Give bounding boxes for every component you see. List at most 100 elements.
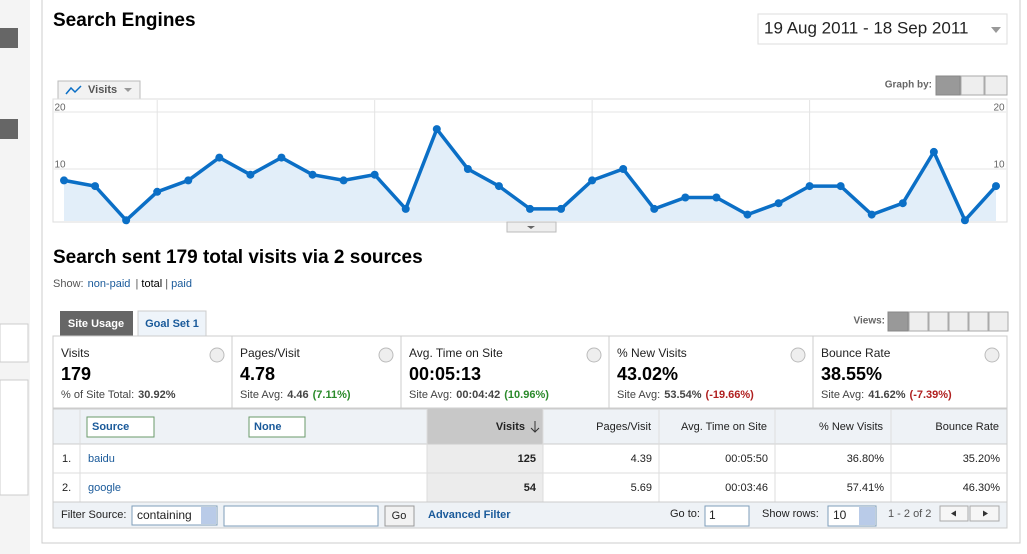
point[interactable] — [992, 182, 1000, 191]
help-icon[interactable] — [790, 347, 806, 363]
row-number: 2. — [62, 482, 71, 494]
metric-value: 179 — [61, 364, 91, 384]
point[interactable] — [960, 216, 969, 225]
help-icon[interactable] — [209, 347, 225, 363]
point[interactable] — [712, 193, 721, 202]
metric-value: 38.55% — [821, 364, 882, 384]
point[interactable] — [432, 125, 441, 134]
go-button[interactable] — [384, 505, 415, 527]
area — [64, 129, 996, 221]
tab-active[interactable] — [60, 311, 133, 336]
tab[interactable] — [137, 310, 207, 337]
row-number: 1. — [62, 453, 71, 465]
date-range[interactable] — [757, 13, 1008, 45]
point[interactable] — [370, 170, 379, 179]
metric-change: (10.96%) — [504, 389, 549, 401]
view-pie[interactable] — [908, 311, 929, 332]
show-option[interactable]: total — [141, 278, 162, 290]
header: Avg. Time on Site — [681, 421, 767, 433]
header: Visits — [496, 421, 525, 433]
cell: 00:05:50 — [725, 453, 768, 465]
metric-sub: Site Avg: 00:04:42 (10.96%) — [409, 389, 549, 401]
point[interactable] — [277, 153, 286, 162]
point[interactable] — [929, 147, 938, 156]
help-icon[interactable] — [378, 347, 394, 363]
show-rows-label: Show rows: — [762, 508, 819, 520]
metric-sub-value: 4.46 — [287, 389, 308, 401]
point[interactable] — [401, 204, 410, 213]
cell: 5.69 — [631, 482, 652, 494]
next-arrow — [983, 510, 988, 517]
point[interactable] — [805, 182, 814, 191]
view-performance[interactable] — [928, 311, 949, 332]
point[interactable] — [588, 176, 597, 185]
sidebar-item[interactable] — [0, 28, 18, 48]
source-link[interactable]: baidu — [88, 453, 115, 465]
header: None — [254, 421, 282, 433]
metrics-box — [52, 335, 1008, 409]
point[interactable] — [339, 176, 348, 185]
point[interactable] — [153, 187, 162, 196]
metric-sub: % of Site Total: 30.92% — [61, 389, 176, 401]
y2-tick-label: 10 — [993, 160, 1005, 171]
filter-input[interactable] — [223, 505, 379, 527]
point[interactable] — [122, 216, 131, 225]
source-link[interactable]: google — [88, 482, 121, 494]
show-label: Show: — [53, 278, 84, 290]
point[interactable] — [91, 182, 100, 191]
y-tick-label: 10 — [54, 160, 66, 171]
metric-sub-value: 41.62% — [868, 389, 906, 401]
point[interactable] — [557, 204, 566, 213]
line-icon — [65, 85, 82, 95]
point[interactable] — [246, 170, 255, 179]
header: Pages/Visit — [596, 421, 651, 433]
view-buttons — [887, 311, 1009, 332]
view-trend[interactable] — [988, 311, 1009, 332]
advanced-filter[interactable]: Advanced Filter — [428, 509, 511, 521]
help-icon[interactable] — [984, 347, 1000, 363]
point[interactable] — [494, 182, 503, 191]
source-dimension[interactable] — [86, 416, 155, 438]
show-option[interactable]: paid — [171, 278, 192, 290]
point[interactable] — [867, 210, 876, 219]
point[interactable] — [463, 165, 472, 173]
sorted-column-header[interactable] — [427, 409, 543, 444]
goto-input[interactable] — [704, 505, 750, 527]
page-range: 1 - 2 of 2 — [888, 508, 931, 520]
point[interactable] — [526, 204, 534, 213]
metrics: Visits 179 % of Site Total: 30.92% Pages/Vis… — [61, 336, 1000, 408]
help-icon[interactable] — [586, 347, 602, 363]
point[interactable] — [650, 204, 659, 213]
sidebar-box — [0, 379, 29, 496]
point[interactable] — [308, 170, 317, 179]
view-pivot[interactable] — [968, 311, 989, 332]
graph-by-month[interactable] — [984, 75, 1008, 96]
metric-name: % New Visits — [617, 346, 687, 360]
handle-arrow — [527, 226, 535, 229]
point[interactable] — [836, 182, 845, 191]
metric-sub-label: Site Avg: — [240, 389, 283, 401]
y-tick-label: 20 — [54, 103, 66, 114]
point[interactable] — [898, 199, 907, 208]
show-option[interactable]: non-paid — [88, 278, 131, 290]
show-filter: Show: non-paid | total | paid — [53, 278, 192, 290]
view-table[interactable] — [887, 311, 909, 332]
graph-by-day[interactable] — [935, 75, 961, 96]
point[interactable] — [215, 153, 224, 162]
point[interactable] — [774, 199, 783, 208]
secondary-dimension[interactable] — [248, 416, 306, 438]
sidebar-box — [0, 323, 29, 363]
point[interactable] — [743, 210, 752, 219]
point[interactable] — [60, 176, 68, 185]
point[interactable] — [681, 193, 690, 202]
graph-by-week[interactable] — [960, 75, 985, 96]
point[interactable] — [619, 165, 628, 173]
metric-name: Pages/Visit — [240, 346, 300, 360]
view-comparison[interactable] — [948, 311, 969, 332]
point[interactable] — [184, 176, 193, 185]
filter-mode[interactable] — [131, 505, 218, 526]
sidebar-item[interactable] — [0, 119, 18, 139]
cell: 125 — [518, 453, 536, 465]
